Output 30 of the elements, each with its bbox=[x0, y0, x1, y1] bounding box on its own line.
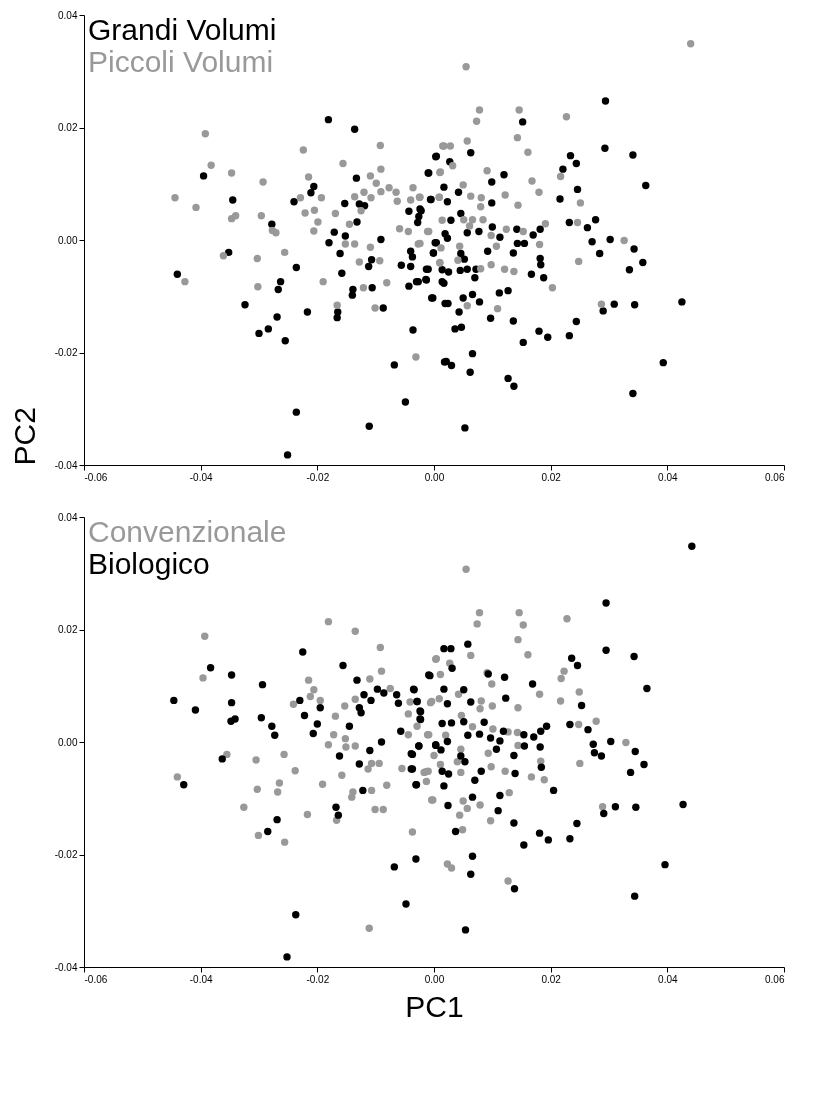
y-tick-label: -0.04 bbox=[54, 459, 78, 471]
y-tick-label: -0.04 bbox=[54, 961, 78, 973]
x-tick-label: 0.00 bbox=[424, 471, 445, 483]
y-tick-label: 0.02 bbox=[58, 122, 78, 133]
text: Biologico bbox=[88, 547, 210, 580]
x-tick-label: -0.06 bbox=[84, 973, 108, 985]
text: Piccoli Volumi bbox=[88, 45, 274, 78]
x-tick-label: -0.04 bbox=[189, 471, 213, 483]
x-tick-label: -0.02 bbox=[306, 973, 330, 985]
x-tick-label: -0.06 bbox=[84, 471, 108, 483]
x-tick-label: 0.02 bbox=[541, 973, 562, 985]
y-tick-label: 0.00 bbox=[58, 736, 78, 748]
y-tick-label: 0.00 bbox=[58, 234, 78, 246]
y-tick-label: -0.02 bbox=[54, 849, 78, 860]
y-tick-label: 0.04 bbox=[58, 511, 78, 523]
y-tick-label: 0.02 bbox=[58, 624, 78, 635]
y-tick-label: -0.02 bbox=[54, 347, 78, 358]
x-tick-label: 0.02 bbox=[541, 471, 562, 483]
text: Grandi Volumi bbox=[88, 13, 277, 46]
x-tick-label: -0.04 bbox=[189, 973, 213, 985]
text: Convenzionale bbox=[88, 515, 287, 548]
x-tick-label: 0.04 bbox=[658, 471, 678, 483]
x-tick-label: 0.00 bbox=[424, 973, 445, 985]
x-tick-label: -0.02 bbox=[306, 471, 330, 483]
y-axis-title: PC2 bbox=[7, 407, 41, 466]
x-tick-label: 0.04 bbox=[658, 973, 678, 985]
y-tick-label: 0.04 bbox=[58, 9, 78, 21]
x-axis-title: PC1 bbox=[405, 989, 464, 1023]
x-tick-label: 0.06 bbox=[765, 973, 785, 985]
x-tick-label: 0.06 bbox=[765, 471, 785, 483]
